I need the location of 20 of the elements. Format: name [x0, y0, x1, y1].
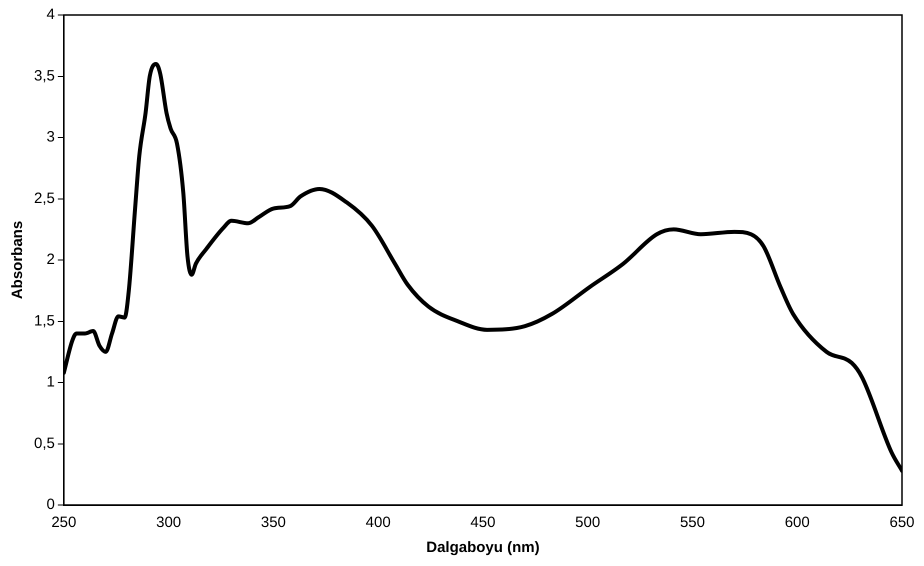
y-tick-label: 3,5: [34, 67, 55, 84]
x-tick-label: 300: [156, 514, 182, 532]
y-tick-label: 2: [46, 251, 55, 268]
y-tick-label: 4: [46, 6, 55, 24]
x-tick-label: 350: [260, 514, 286, 532]
x-tick-label: 250: [51, 514, 76, 532]
x-tick-label: 400: [366, 514, 391, 532]
x-tick-label: 550: [680, 514, 705, 532]
x-axis-title: Dalgaboyu (nm): [426, 539, 540, 556]
x-tick-label: 450: [470, 514, 496, 532]
x-tick-label: 600: [784, 514, 810, 532]
y-tick-label: 3: [46, 128, 55, 146]
y-tick-label: 0,5: [34, 434, 55, 452]
y-tick-label: 1: [46, 374, 55, 391]
y-tick-label: 0: [46, 496, 55, 514]
y-tick-label: 2,5: [34, 190, 55, 207]
x-tick-label: 500: [575, 514, 600, 532]
y-axis-title: Absorbans: [9, 220, 26, 300]
x-tick-label: 650: [889, 514, 915, 532]
y-tick-label: 1,5: [34, 312, 55, 330]
